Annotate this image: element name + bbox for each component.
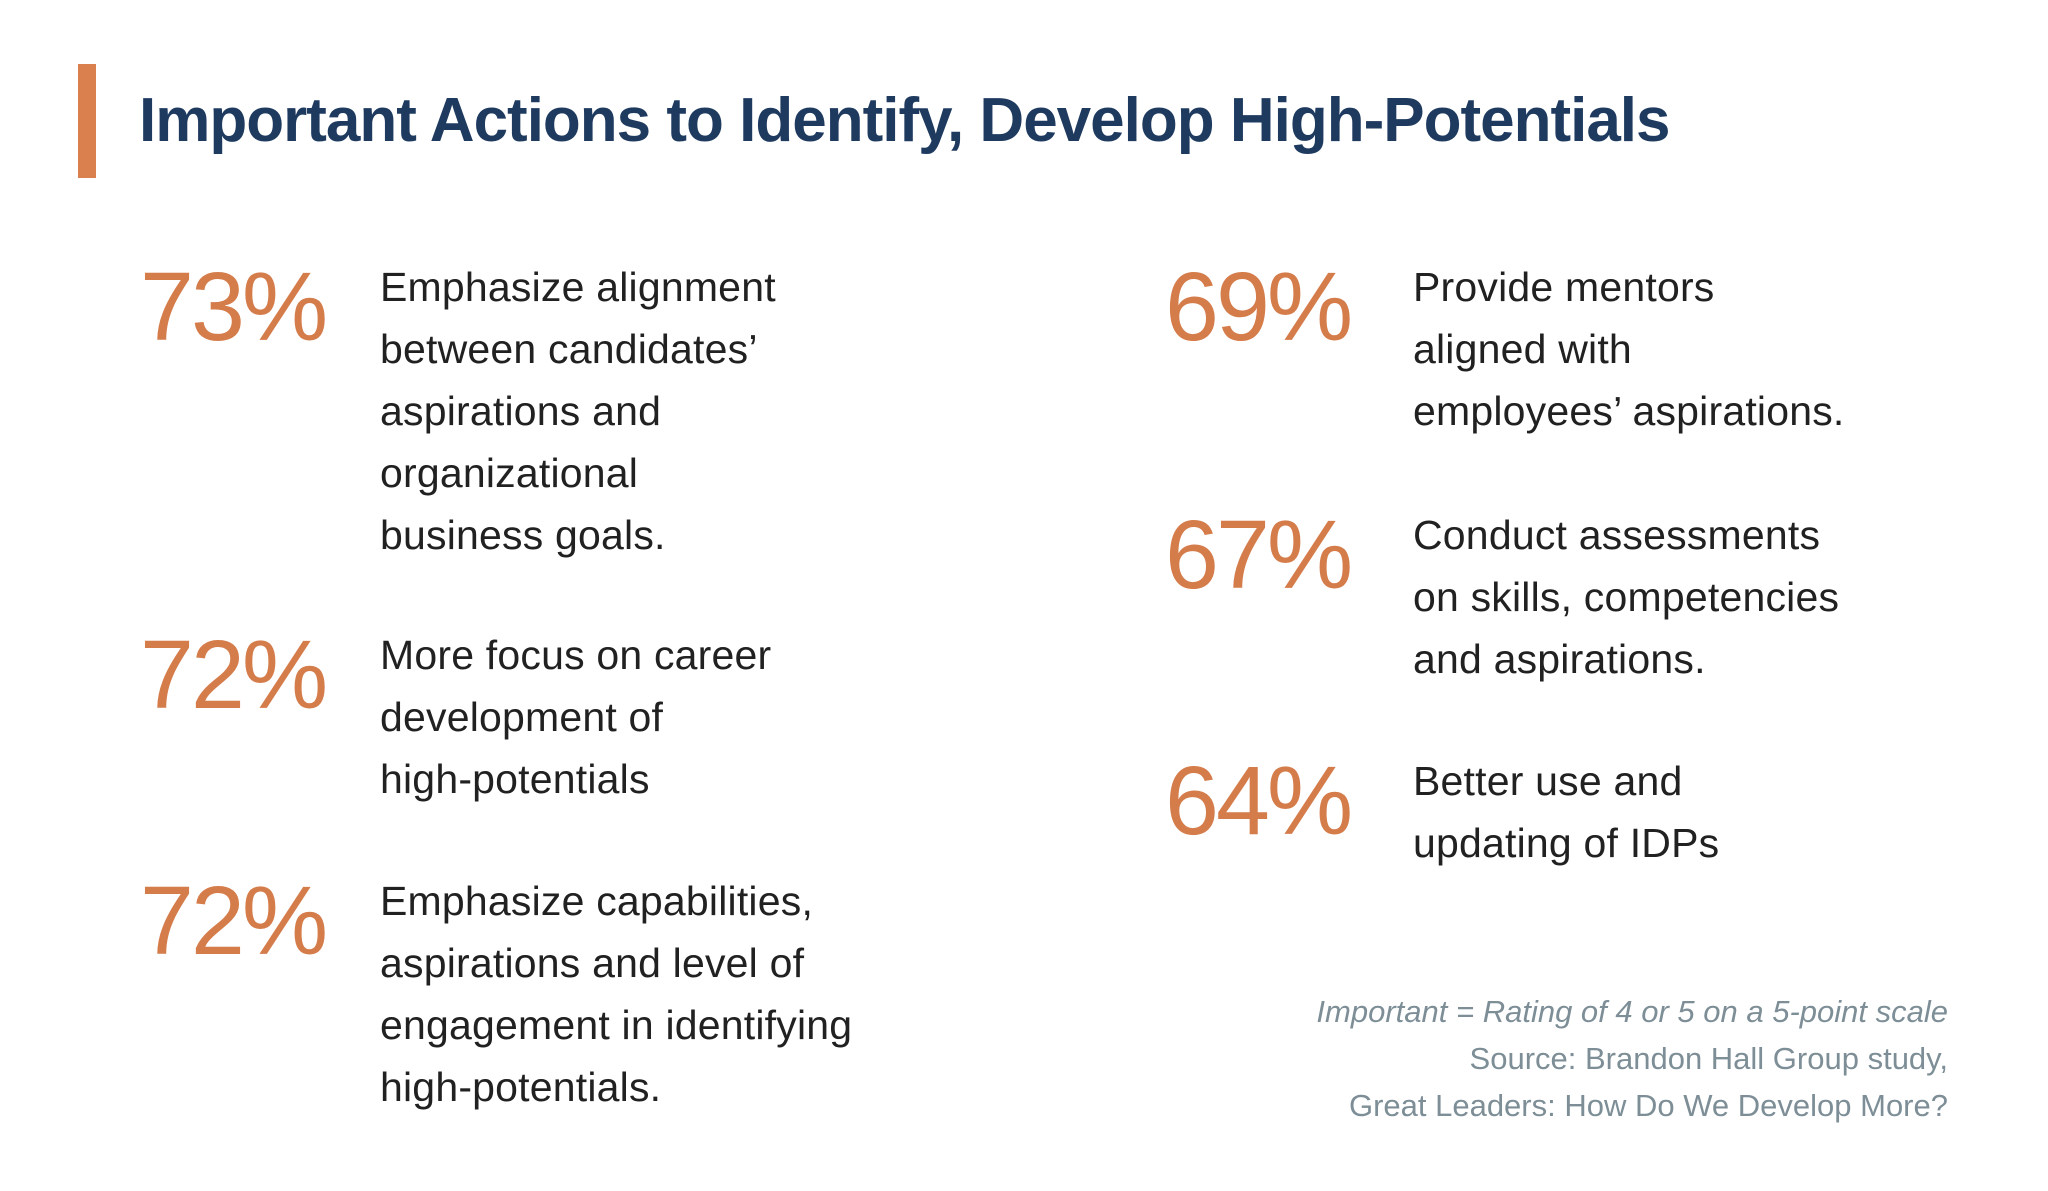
page-title: Important Actions to Identify, Develop H… [139, 86, 1671, 155]
stat-item-provide-mentors: 69% Provide mentors aligned with employe… [1165, 256, 1845, 442]
stat-percentage: 67% [1165, 500, 1353, 609]
stat-percentage: 73% [140, 252, 328, 361]
title-accent-bar [78, 64, 96, 178]
stat-description: Conduct assessments on skills, competenc… [1413, 512, 1840, 682]
stat-description: Provide mentors aligned with employees’ … [1413, 264, 1845, 434]
stat-item-career-development: 72% More focus on career development of … [140, 624, 771, 810]
stat-description: More focus on career development of high… [380, 632, 772, 802]
footnote-definition: Important = Rating of 4 or 5 on a 5-poin… [1316, 994, 1948, 1029]
stat-item-conduct-assessments: 67% Conduct assessments on skills, compe… [1165, 504, 1839, 690]
footnote-source-line-2: Great Leaders: How Do We Develop More? [1348, 1088, 1948, 1123]
stat-item-emphasize-capabilities: 72% Emphasize capabilities, aspirations … [140, 870, 852, 1118]
stat-description: Emphasize capabilities, aspirations and … [380, 878, 853, 1110]
stat-description: Better use and updating of IDPs [1413, 758, 1720, 866]
stat-item-emphasize-alignment: 73% Emphasize alignment between candidat… [140, 256, 776, 566]
footnote: Important = Rating of 4 or 5 on a 5-poin… [1316, 988, 1948, 1129]
stat-percentage: 72% [140, 866, 328, 975]
stat-percentage: 69% [1165, 252, 1353, 361]
stat-description: Emphasize alignment between candidates’ … [380, 264, 776, 558]
footnote-source-line-1: Source: Brandon Hall Group study, [1469, 1041, 1948, 1076]
stat-percentage: 72% [140, 620, 328, 729]
stat-item-idp-updating: 64% Better use and updating of IDPs [1165, 750, 1719, 874]
stat-percentage: 64% [1165, 746, 1353, 855]
